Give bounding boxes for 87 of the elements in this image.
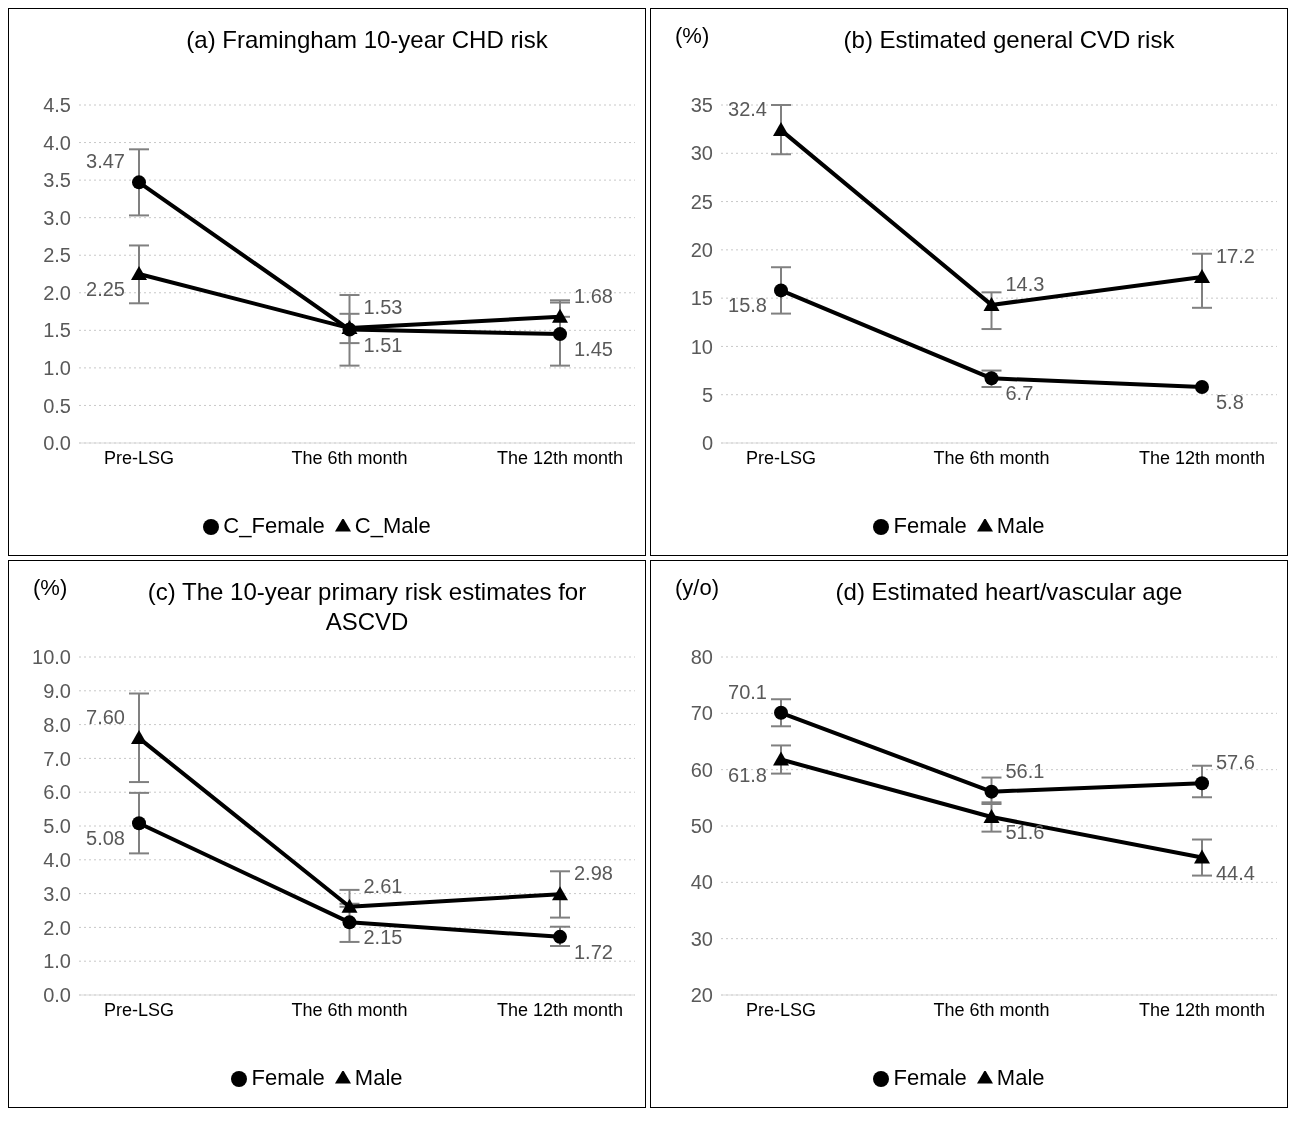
x-tick-label: The 12th month [1138,999,1266,1020]
data-label: 1.72 [574,940,613,963]
y-tick-label: 15 [690,287,713,310]
y-tick-label: 35 [690,94,713,117]
data-label: 56.1 [1005,759,1045,782]
y-tick-label: 5 [701,383,713,406]
y-tick-label: 7.0 [43,747,71,770]
y-tick-label: 4.5 [43,94,71,117]
legend-label: C_Female [223,513,325,538]
y-tick-label: 9.0 [43,679,71,702]
y-tick-label: 1.0 [43,950,71,973]
y-tick-label: 80 [690,646,713,669]
data-label: 1.68 [574,284,613,307]
y-tick-label: 3.0 [43,206,71,229]
data-label: 1.45 [574,338,613,361]
y-tick-label: 60 [690,758,713,781]
x-tick-label: The 6th month [933,999,1050,1020]
y-tick-label: 20 [690,238,713,261]
y-tick-label: 25 [690,190,713,213]
y-tick-label: 6.0 [43,781,71,804]
y-axis-title: (%) [33,575,68,601]
y-tick-label: 2.0 [43,281,71,304]
y-tick-label: 70 [690,702,713,725]
data-label: 7.60 [86,706,125,729]
x-tick-label: The 6th month [291,447,408,468]
y-tick-label: 0.0 [43,432,71,455]
data-label: 5.08 [86,827,125,850]
data-label: 57.6 [1216,751,1255,774]
y-tick-label: 40 [690,871,713,894]
y-axis-title: (%) [675,23,710,49]
legend-label: Male [354,1065,403,1090]
data-label: 1.51 [363,333,403,356]
data-label: 44.4 [1216,861,1255,884]
data-label: 3.47 [86,150,125,173]
data-label: 15.8 [728,294,767,317]
x-tick-label: The 6th month [933,447,1050,468]
legend-label: Male [996,513,1045,538]
y-axis-title: (y/o) [675,575,719,601]
legend-label: C_Male [354,513,431,538]
legend-label: Female [251,1065,325,1090]
x-tick-label: Pre-LSG [103,999,175,1020]
data-label: 61.8 [728,763,767,786]
legend-label: Female [893,1065,967,1090]
data-label: 2.98 [574,862,613,885]
y-tick-label: 10 [690,335,713,358]
data-label: 70.1 [728,680,767,703]
y-tick-label: 4.0 [43,848,71,871]
data-label: 6.7 [1005,382,1034,405]
data-label: 2.61 [363,874,403,897]
legend-label: Male [996,1065,1045,1090]
y-tick-label: 0.0 [43,984,71,1007]
y-tick-label: 5.0 [43,815,71,838]
data-label: 2.15 [363,926,403,949]
x-tick-label: Pre-LSG [745,447,817,468]
chart-title: (b) Estimated general CVD risk [842,25,1176,55]
x-tick-label: The 12th month [496,999,624,1020]
y-tick-label: 1.0 [43,356,71,379]
data-label: 51.6 [1005,820,1045,843]
y-tick-label: 2.0 [43,916,71,939]
y-tick-label: 8.0 [43,713,71,736]
y-tick-label: 3.5 [43,169,71,192]
y-tick-label: 50 [690,815,713,838]
y-tick-label: 1.5 [43,319,71,342]
y-tick-label: 0.5 [43,394,71,417]
x-tick-label: The 12th month [496,447,624,468]
data-label: 17.2 [1216,244,1255,267]
y-tick-label: 2.5 [43,244,71,267]
chart-title: (a) Framingham 10-year CHD risk [185,25,549,55]
y-tick-label: 0 [701,432,713,455]
y-tick-label: 3.0 [43,882,71,905]
data-label: 32.4 [728,98,767,121]
y-tick-label: 10.0 [32,646,71,669]
chart-title: (c) The 10-year primary risk estimates for ASCVD [146,577,588,637]
legend-label: Female [893,513,967,538]
data-label: 14.3 [1005,272,1045,295]
x-tick-label: The 6th month [291,999,408,1020]
y-tick-label: 4.0 [43,131,71,154]
y-tick-label: 30 [690,142,713,165]
x-tick-label: The 12th month [1138,447,1266,468]
x-tick-label: Pre-LSG [745,999,817,1020]
data-label: 5.8 [1216,390,1244,413]
y-tick-label: 20 [690,984,713,1007]
chart-title: (d) Estimated heart/vascular age [834,577,1184,607]
data-label: 2.25 [86,278,125,300]
x-tick-label: Pre-LSG [103,447,175,468]
data-label: 1.53 [363,296,403,319]
y-tick-label: 30 [690,927,713,950]
